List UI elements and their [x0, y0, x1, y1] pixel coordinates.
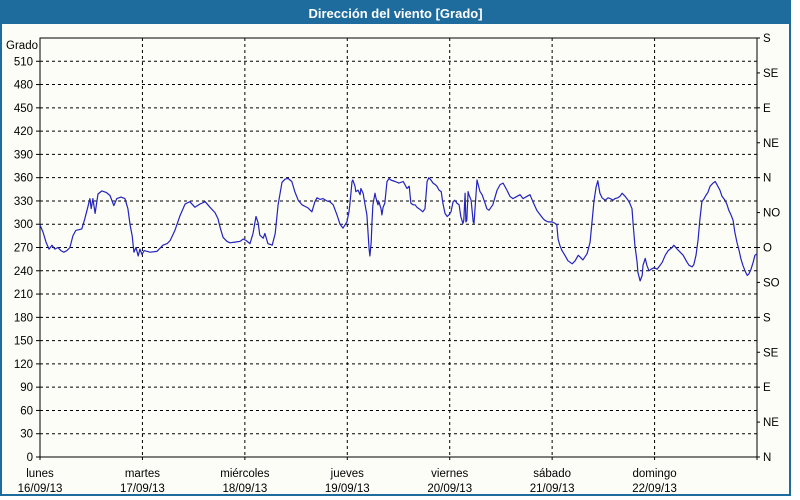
- compass-label: S: [763, 33, 771, 45]
- compass-label: O: [763, 243, 772, 255]
- chart-title: Dirección del viento [Grado]: [308, 5, 483, 21]
- day-name-label: martes: [125, 468, 160, 480]
- y-tick-label: 330: [14, 196, 33, 208]
- chart-canvas: 0 30 60 90 120 150 180 210 240 270 300 330 360 390 420…: [6, 33, 780, 495]
- day-name-label: domingo: [633, 468, 677, 480]
- day-name-label: sábado: [533, 468, 571, 480]
- y-tick-label: 240: [14, 266, 33, 278]
- compass-label: E: [763, 103, 771, 115]
- day-date-label: 19/09/13: [325, 483, 370, 495]
- compass-label: NE: [763, 417, 779, 429]
- y-tick-label: 60: [20, 405, 33, 417]
- y-tick-label: 210: [14, 289, 33, 301]
- day-date-label: 21/09/13: [530, 483, 575, 495]
- y-tick-label: 90: [20, 382, 33, 394]
- compass-label: NE: [763, 138, 779, 150]
- y-tick-label: 360: [14, 173, 33, 185]
- day-date-label: 18/09/13: [222, 483, 267, 495]
- day-date-label: 17/09/13: [120, 483, 165, 495]
- day-date-label: 22/09/13: [632, 483, 677, 495]
- compass-label: E: [763, 382, 771, 394]
- y-axis-title: Grado: [6, 40, 38, 52]
- compass-label: SO: [763, 277, 780, 289]
- y-tick-label: 480: [14, 80, 33, 92]
- y-tick-label: 270: [14, 243, 33, 255]
- day-date-label: 20/09/13: [427, 483, 472, 495]
- compass-label: SE: [763, 68, 779, 80]
- y-tick-label: 450: [14, 103, 33, 115]
- compass-label: SE: [763, 347, 779, 359]
- y-tick-label: 120: [14, 359, 33, 371]
- y-axis-left-ticks: 0 30 60 90 120 150 180 210 240 270 300 330 360 390 420…: [14, 56, 40, 464]
- x-axis-labels: lunes 16/09/13 martes 17/09/13 miércoles 18/0…: [18, 468, 677, 495]
- y-axis-right-ticks: N NE E SE S SO O NO N NE E SE S: [757, 33, 780, 464]
- y-tick-label: 390: [14, 149, 33, 161]
- compass-label: NO: [763, 208, 780, 220]
- y-tick-label: 30: [20, 429, 33, 441]
- y-tick-label: 180: [14, 312, 33, 324]
- day-name-label: jueves: [330, 468, 364, 480]
- day-date-label: 16/09/13: [18, 483, 63, 495]
- day-name-label: lunes: [26, 468, 54, 480]
- title-bar: Dirección del viento [Grado]: [2, 2, 789, 24]
- day-name-label: viernes: [431, 468, 468, 480]
- horizontal-gridlines: [40, 60, 757, 435]
- y-tick-label: 150: [14, 336, 33, 348]
- vertical-gridlines: [141, 38, 656, 457]
- compass-label: N: [763, 173, 771, 185]
- day-name-label: miércoles: [220, 468, 269, 480]
- y-tick-label: 300: [14, 219, 33, 231]
- y-tick-label: 510: [14, 56, 33, 68]
- plot-frame: [39, 37, 758, 458]
- compass-label: N: [763, 452, 771, 464]
- compass-label: S: [763, 312, 771, 324]
- y-tick-label: 0: [27, 452, 33, 464]
- y-tick-label: 420: [14, 126, 33, 138]
- wind-direction-line: [39, 177, 758, 282]
